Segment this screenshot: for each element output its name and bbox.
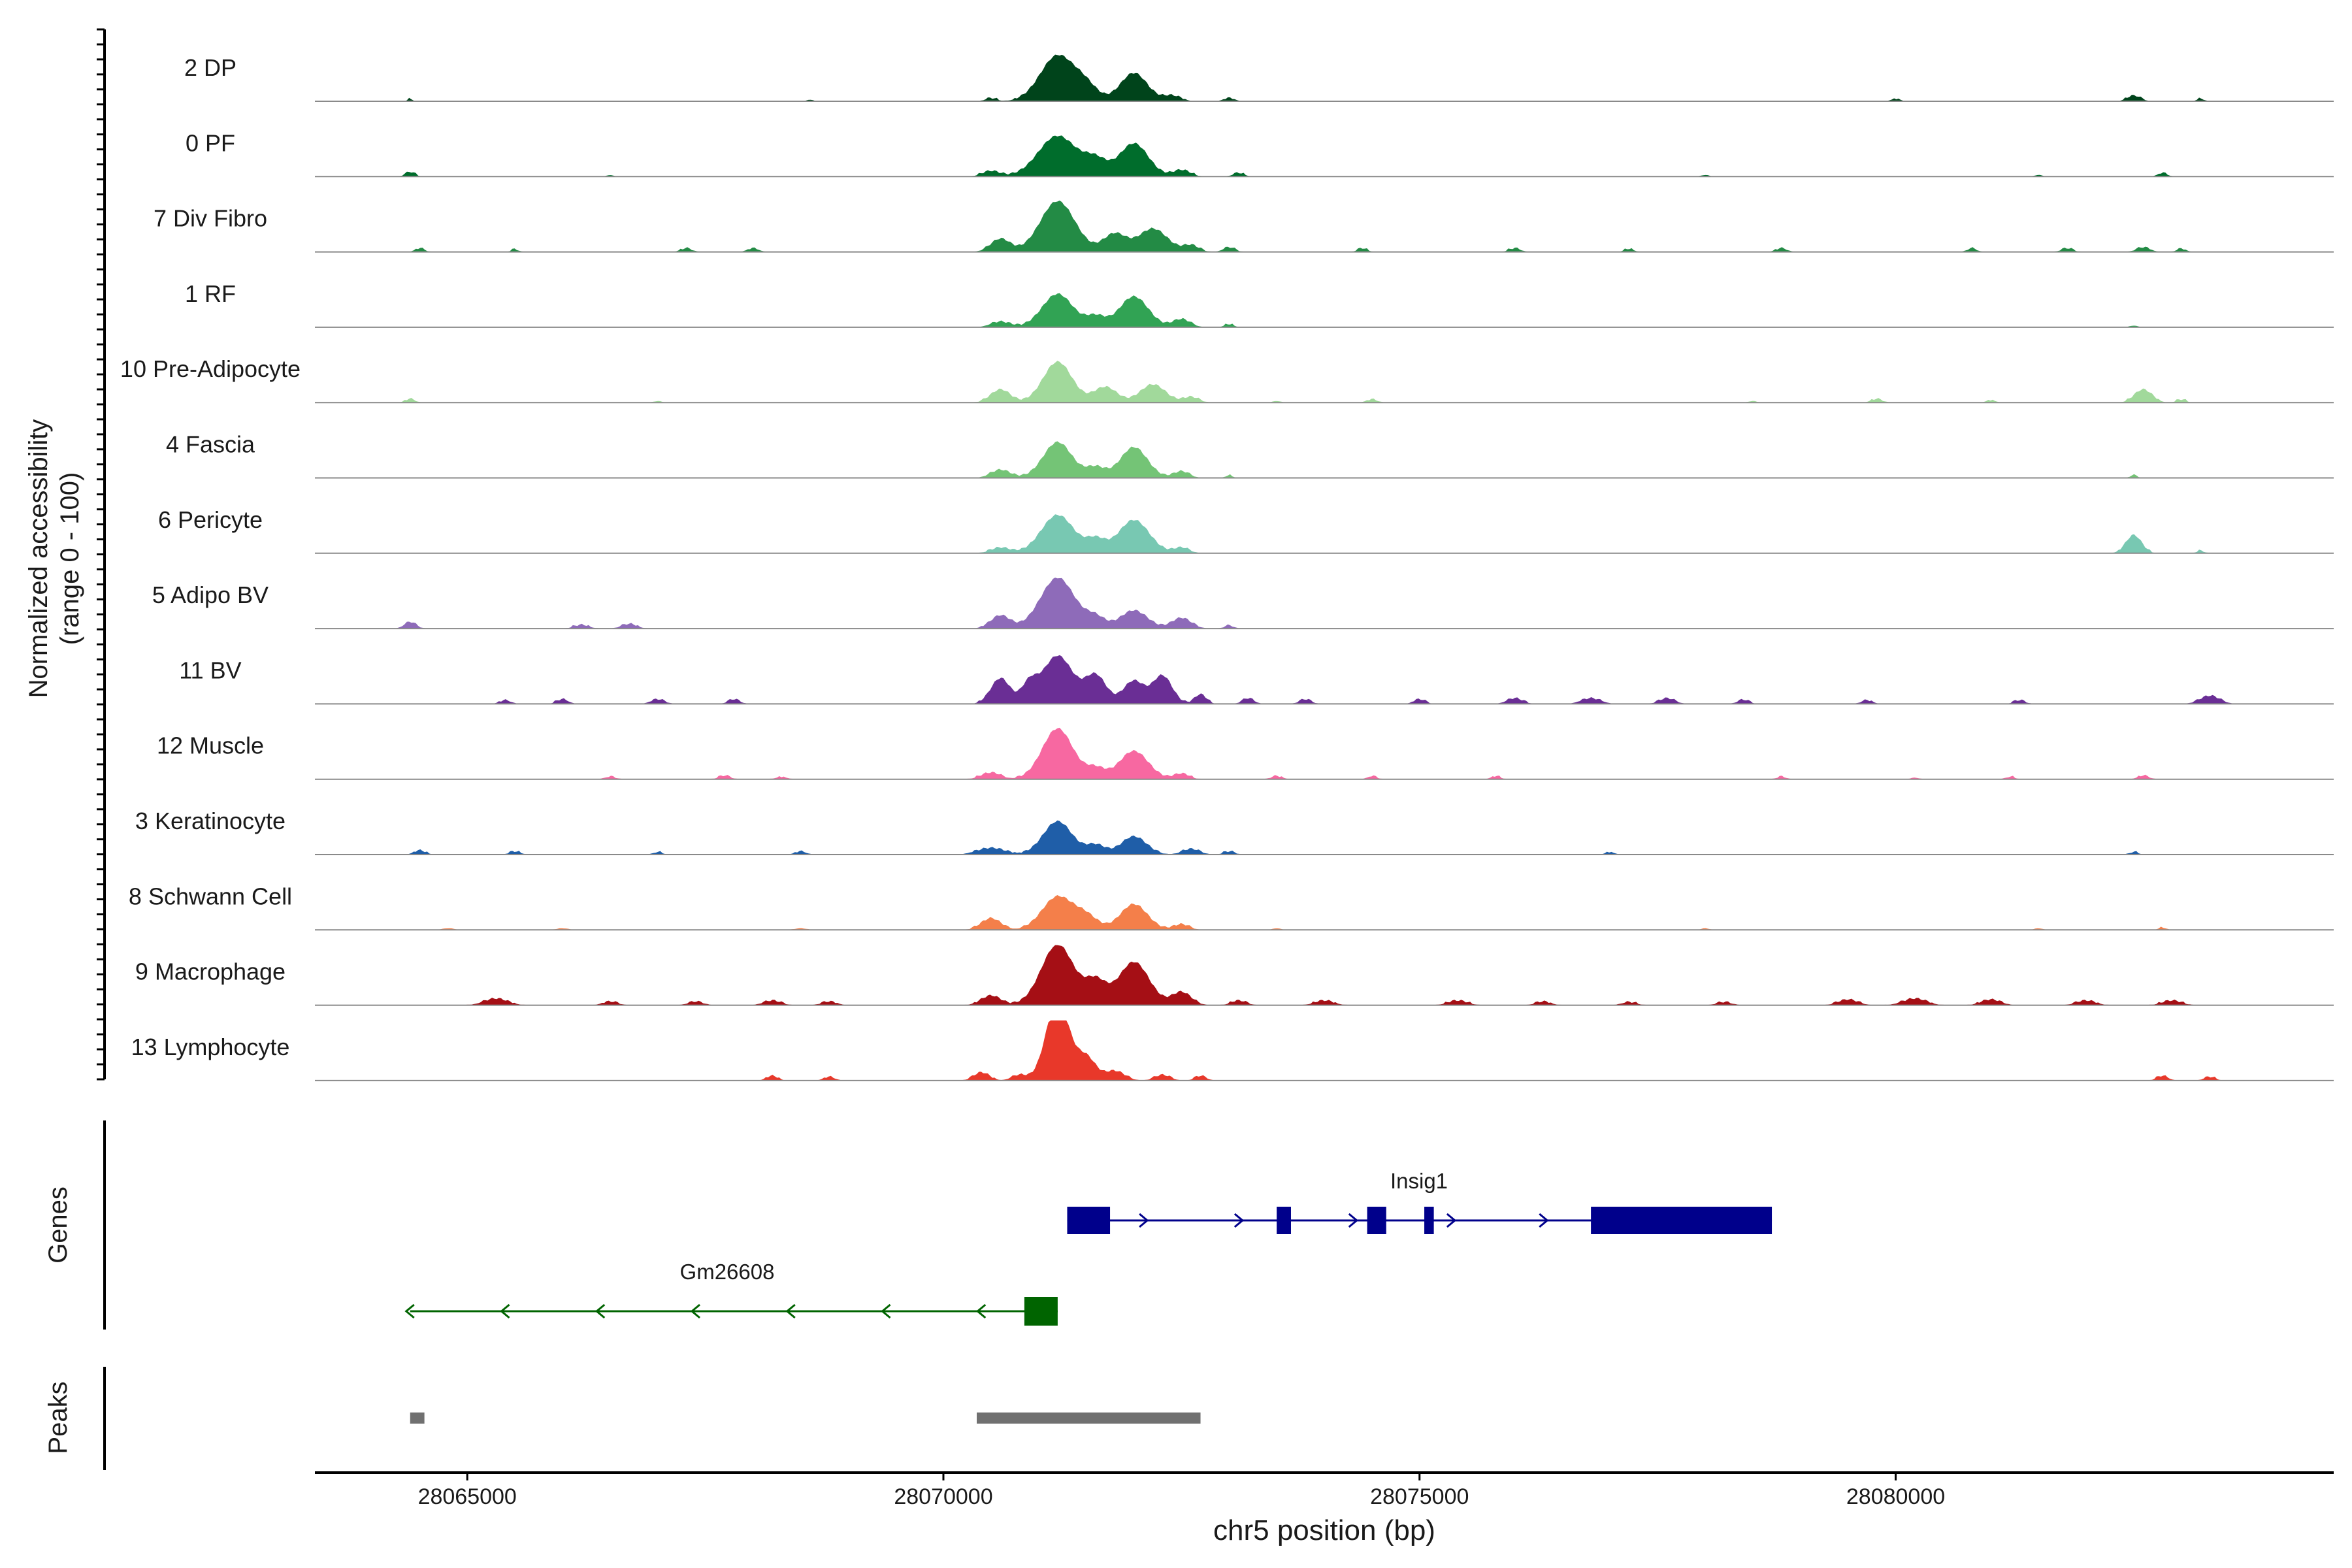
gene-strand-arrow — [1539, 1213, 1549, 1228]
track: 6 Pericyte — [158, 506, 2334, 554]
track-coverage-area — [315, 135, 2334, 177]
track: 0 PF — [186, 129, 2334, 178]
x-axis: 28065000 28070000 28075000 28080000 — [315, 1471, 2334, 1509]
gene-exon — [1424, 1207, 1434, 1234]
gene-strand-arrow — [1348, 1213, 1359, 1228]
gene-exon — [1067, 1207, 1111, 1234]
gene: Insig1 — [1067, 1169, 1772, 1234]
x-axis-tick-label: 28070000 — [894, 1484, 992, 1509]
peak-region — [976, 1413, 1201, 1424]
gene-strand-arrow — [1446, 1213, 1457, 1228]
gene-strand-arrow — [785, 1303, 796, 1319]
gene-exon — [1277, 1207, 1291, 1234]
track-coverage-area — [315, 514, 2334, 553]
track-coverage-area — [315, 361, 2334, 403]
gene-strand-arrow — [975, 1303, 987, 1319]
track-label: 13 Lymphocyte — [131, 1034, 290, 1060]
track: 4 Fascia — [166, 431, 2334, 479]
track-label: 7 Div Fibro — [154, 205, 267, 232]
track: 9 Macrophage — [135, 945, 2334, 1006]
track-coverage-area — [315, 441, 2334, 478]
track-label: 9 Macrophage — [135, 958, 286, 985]
x-axis-label: chr5 position (bp) — [1213, 1514, 1435, 1546]
genes-track-label: Genes — [44, 1186, 73, 1264]
track: 8 Schwann Cell — [129, 883, 2334, 931]
track-coverage-area — [315, 201, 2334, 252]
track: 1 RF — [185, 280, 2334, 328]
track: 3 Keratinocyte — [135, 808, 2334, 855]
gene-exon — [1367, 1207, 1386, 1234]
track-label: 10 Pre-Adipocyte — [120, 355, 301, 382]
y-axis-label: Normalized accessibility — [24, 419, 53, 698]
track-coverage-area — [315, 293, 2334, 327]
track: 2 DP — [184, 54, 2334, 102]
track: 13 Lymphocyte — [131, 1020, 2334, 1081]
track-label: 2 DP — [184, 54, 237, 81]
gene: Gm26608 — [404, 1260, 1058, 1326]
track-label: 3 Keratinocyte — [135, 808, 286, 834]
gene-strand-arrow — [404, 1303, 415, 1319]
gene-strand-arrow — [1139, 1213, 1149, 1228]
track-label: 6 Pericyte — [158, 506, 263, 533]
track-label: 11 BV — [179, 657, 241, 683]
coverage-tracks: 2 DP 0 PF 7 Div Fibro 1 RF 10 Pre-Adipocyte 4… — [120, 54, 2334, 1081]
gene-strand-arrow — [595, 1303, 606, 1319]
gene-strand-arrow — [690, 1303, 700, 1319]
track-coverage-area — [315, 578, 2334, 629]
gene-annotation-track: Insig1 Gm26608 — [103, 1120, 1772, 1330]
x-axis-tick-label: 28075000 — [1370, 1484, 1469, 1509]
track-label: 12 Muscle — [157, 732, 264, 759]
track-coverage-area — [315, 727, 2334, 779]
track: 12 Muscle — [157, 727, 2334, 780]
gene-exon — [1591, 1207, 1772, 1234]
track: 10 Pre-Adipocyte — [120, 355, 2334, 404]
y-axis-label-range: (range 0 - 100) — [56, 472, 84, 645]
track: 11 BV — [179, 655, 2334, 705]
gene-name: Gm26608 — [680, 1260, 775, 1284]
gene-strand-arrow — [500, 1303, 510, 1319]
track: 7 Div Fibro — [154, 201, 2334, 253]
track-label: 0 PF — [186, 129, 235, 156]
track: 5 Adipo BV — [152, 578, 2334, 630]
track-label: 1 RF — [185, 280, 236, 307]
x-axis-tick-label: 28080000 — [1846, 1484, 1945, 1509]
gene-strand-arrow — [881, 1303, 891, 1319]
track-coverage-area — [315, 1020, 2334, 1081]
track-coverage-area — [315, 945, 2334, 1005]
peaks-track-label: Peaks — [44, 1381, 73, 1454]
track-label: 5 Adipo BV — [152, 581, 269, 608]
track-label: 8 Schwann Cell — [129, 883, 292, 909]
gene-strand-arrow — [1233, 1213, 1245, 1228]
track-coverage-area — [315, 54, 2334, 101]
track-label: 4 Fascia — [166, 431, 255, 458]
gene-exon — [1024, 1297, 1058, 1326]
gene-name: Insig1 — [1390, 1169, 1448, 1193]
peaks-track — [103, 1367, 1201, 1470]
x-axis-tick-label: 28065000 — [418, 1484, 517, 1509]
peak-region — [410, 1413, 425, 1424]
track-coverage-area — [315, 655, 2334, 704]
track-coverage-area — [315, 820, 2334, 855]
y-axis — [97, 28, 106, 1081]
track-coverage-area — [315, 895, 2334, 930]
